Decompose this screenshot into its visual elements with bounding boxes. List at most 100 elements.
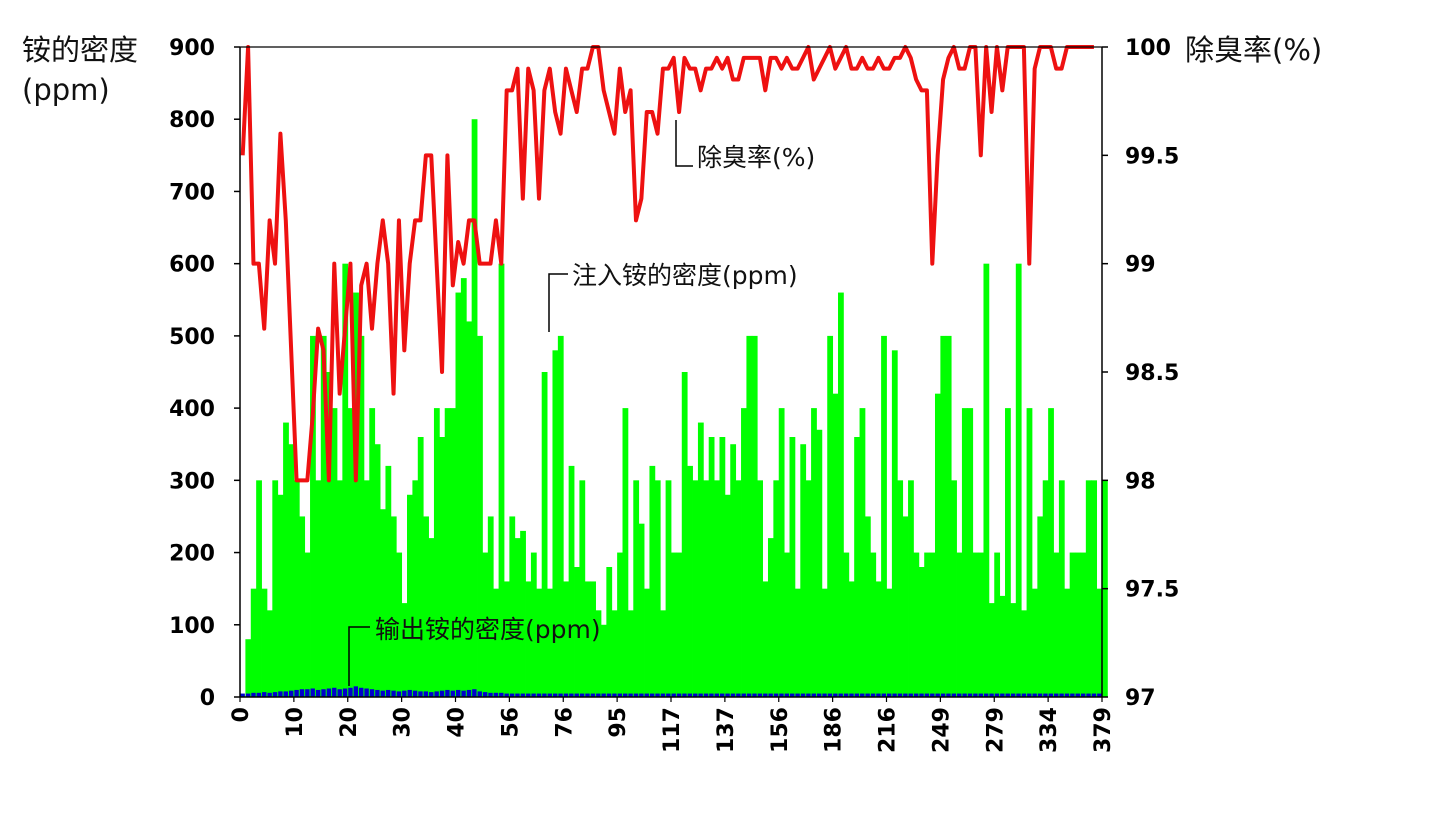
- output-bar: [596, 693, 601, 697]
- injected-bar: [390, 516, 397, 697]
- injected-bar: [945, 335, 952, 697]
- injected-bar: [751, 335, 758, 697]
- injected-bar: [590, 581, 596, 697]
- injected-bar: [1010, 603, 1017, 697]
- injected-bar: [918, 567, 925, 697]
- injected-bar: [660, 610, 667, 697]
- injected-bar: [859, 408, 866, 697]
- injected-bar: [956, 552, 963, 697]
- injected-bar: [353, 292, 359, 697]
- injected-bar: [1058, 480, 1065, 697]
- annotation-injected-leader: [548, 273, 568, 332]
- injected-bar: [951, 480, 957, 697]
- output-bar: [714, 693, 719, 697]
- injected-bar: [595, 610, 602, 697]
- output-bar: [719, 693, 725, 697]
- x-tick-label: 216: [876, 707, 901, 753]
- output-bar: [676, 693, 682, 697]
- injected-bar: [697, 422, 704, 697]
- output-bar: [849, 693, 854, 697]
- output-bar: [1000, 693, 1005, 697]
- output-bar: [509, 693, 515, 697]
- injected-bar: [638, 523, 645, 697]
- injected-bar: [536, 588, 543, 697]
- output-bar: [924, 693, 930, 697]
- output-bar: [935, 693, 940, 697]
- output-bar: [897, 693, 903, 697]
- injected-bar: [1048, 408, 1054, 697]
- right-tick-label: 98.5: [1125, 361, 1179, 386]
- output-bar: [1054, 693, 1059, 697]
- output-bar: [1059, 693, 1064, 697]
- output-bar: [913, 693, 919, 697]
- injected-bar: [477, 335, 483, 697]
- deodorization-line: [240, 45, 1094, 483]
- output-bar: [536, 693, 542, 697]
- x-tick-label: 334: [1037, 707, 1062, 753]
- injected-bar: [331, 408, 338, 697]
- output-bar: [623, 693, 628, 697]
- injected-bar: [902, 516, 909, 697]
- injected-bar: [272, 480, 279, 697]
- injected-bar: [541, 372, 548, 697]
- x-tick-label: 279: [983, 707, 1008, 753]
- injected-bar: [256, 480, 262, 697]
- output-bar: [429, 692, 434, 697]
- injected-bar: [363, 480, 370, 697]
- output-bar: [1032, 693, 1037, 697]
- output-bar: [838, 693, 843, 697]
- output-bar: [466, 689, 472, 697]
- output-bar: [1010, 693, 1016, 697]
- injected-bar: [891, 350, 898, 697]
- injected-bar: [1005, 408, 1011, 697]
- injected-bar: [811, 408, 817, 697]
- output-bar: [563, 693, 569, 697]
- injected-bar: [940, 335, 947, 697]
- injected-bar: [574, 567, 580, 697]
- injected-bar: [460, 278, 467, 697]
- output-bar: [908, 693, 913, 697]
- x-tick-label: 20: [337, 707, 362, 738]
- injected-bar: [396, 552, 403, 697]
- x-tick-label: 137: [714, 707, 739, 753]
- x-tick-label: 30: [391, 707, 416, 738]
- output-bar: [1080, 693, 1086, 697]
- annotation-injected-ammonia: 注入铵的密度(ppm): [572, 261, 798, 290]
- output-bar: [827, 693, 833, 697]
- injected-bar: [843, 552, 850, 697]
- output-bar: [305, 689, 310, 697]
- output-bar: [294, 689, 299, 697]
- injected-bar: [988, 603, 995, 697]
- injected-bar: [487, 516, 494, 697]
- output-bar: [353, 686, 359, 697]
- injected-bar: [816, 429, 823, 697]
- injected-bar: [530, 552, 537, 697]
- injected-bar: [266, 610, 273, 697]
- output-bar: [472, 689, 477, 697]
- injected-bar: [978, 552, 984, 697]
- injected-bar: [310, 335, 316, 697]
- output-bar: [1064, 693, 1070, 697]
- output-bar: [730, 693, 736, 697]
- output-bar: [967, 693, 973, 697]
- output-bar: [795, 693, 800, 697]
- injected-bar: [767, 538, 774, 697]
- injected-bar: [320, 335, 327, 697]
- output-bar: [806, 693, 811, 697]
- output-bar: [655, 693, 660, 697]
- output-bar: [547, 693, 552, 697]
- output-bar: [380, 690, 385, 697]
- output-bar: [299, 689, 305, 697]
- injected-bar: [681, 372, 688, 697]
- output-bar: [687, 693, 693, 697]
- injected-bar: [924, 552, 930, 697]
- x-tick-label: 156: [768, 707, 793, 753]
- injected-bar: [466, 321, 473, 697]
- output-bar: [482, 692, 488, 697]
- output-bar: [703, 693, 709, 697]
- output-bar: [682, 693, 687, 697]
- output-bar: [957, 693, 962, 697]
- output-bar: [445, 689, 450, 697]
- injected-bar: [724, 494, 731, 697]
- injected-bar: [584, 581, 591, 697]
